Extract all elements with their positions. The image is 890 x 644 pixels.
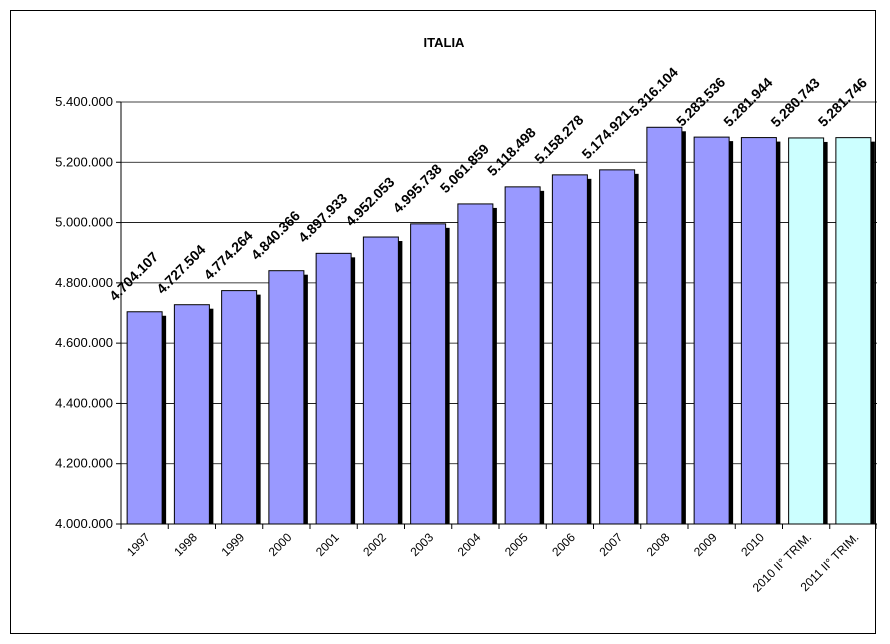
x-tick-label: 1998 (171, 530, 200, 559)
y-tick-label: 5.200.000 (55, 154, 113, 169)
bar (788, 137, 825, 525)
x-tick-label: 2002 (360, 530, 389, 559)
x-tick-label: 2007 (596, 530, 625, 559)
y-tick-labels: 4.000.000 4.200.000 4.400.000 4.600.000 4.80… (55, 94, 113, 531)
bar (221, 290, 258, 525)
x-tick-label: 2005 (502, 530, 531, 559)
bar (551, 174, 588, 525)
x-tick-label: 1999 (218, 530, 247, 559)
data-label: 4.727.504 (153, 241, 209, 297)
data-label: 4.952.053 (342, 174, 398, 230)
y-tick-label: 4.800.000 (55, 275, 113, 290)
y-tick-label: 4.600.000 (55, 335, 113, 350)
x-tick-label: 2000 (266, 530, 295, 559)
x-tick-label: 2003 (407, 530, 436, 559)
bar (457, 203, 494, 525)
x-tick-label: 2006 (549, 530, 578, 559)
bar (599, 169, 636, 525)
x-tick-labels: 1997 1998 1999 2000 2001 2002 2003 2004 2005 2006… (124, 530, 862, 595)
data-label: 5.174.921 (578, 106, 634, 162)
bar (693, 136, 730, 525)
bar (315, 252, 352, 525)
bar (173, 304, 210, 525)
y-tick-label: 4.400.000 (55, 395, 113, 410)
data-label: 4.995.738 (389, 160, 445, 216)
bar-chart: ITALIA 4.000.000 4.200.000 4.400.000 4.600.… (55, 35, 877, 595)
data-label: 5.158.278 (531, 111, 587, 167)
data-label: 4.774.264 (200, 227, 256, 283)
bar (410, 223, 447, 525)
x-tick-label: 2004 (455, 530, 484, 559)
x-tick-label: 2001 (313, 530, 342, 559)
x-tick-label: 2009 (691, 530, 720, 559)
bar (268, 270, 305, 525)
bar (504, 186, 541, 525)
y-tick-label: 5.400.000 (55, 94, 113, 109)
chart-frame: ITALIA 4.000.000 4.200.000 4.400.000 4.600.… (10, 10, 877, 634)
y-tick-label: 4.200.000 (55, 456, 113, 471)
bar (646, 126, 683, 525)
data-label: 5.118.498 (484, 124, 539, 179)
y-tick-label: 4.000.000 (55, 516, 113, 531)
bar (835, 137, 872, 525)
x-tick-label: 2008 (644, 530, 673, 559)
data-label: 4.704.107 (106, 248, 162, 304)
x-tick-label: 2010 (738, 530, 767, 559)
chart-title: ITALIA (424, 35, 466, 50)
bar (362, 236, 399, 525)
axes (116, 101, 877, 529)
data-label: 5.283.536 (673, 74, 729, 130)
bar (740, 137, 777, 525)
bar (126, 311, 163, 525)
x-tick-label: 1997 (124, 530, 153, 559)
bars (126, 126, 872, 525)
data-label: 5.316.104 (626, 64, 682, 120)
y-tick-label: 5.000.000 (55, 215, 113, 230)
